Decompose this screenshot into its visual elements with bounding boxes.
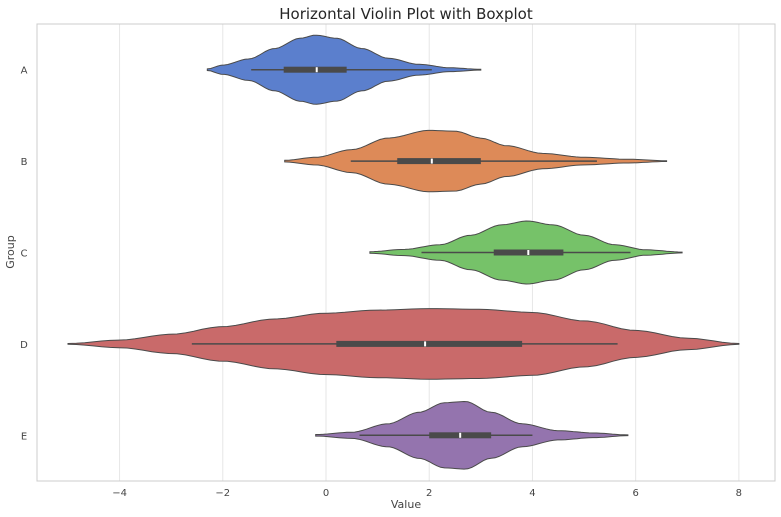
violins	[67, 34, 740, 470]
x-tick-label: −2	[215, 488, 230, 499]
y-axis-label: Group	[4, 235, 17, 269]
y-tick-label: B	[21, 157, 28, 168]
y-ticks: A B C D E	[20, 66, 28, 443]
x-axis-label: Value	[391, 498, 421, 511]
x-tick-label: 2	[426, 488, 432, 499]
median-A	[315, 67, 318, 73]
x-tick-label: 6	[632, 488, 638, 499]
iqr-box-D	[336, 340, 523, 347]
x-tick-label: 4	[529, 488, 535, 499]
median-C	[527, 250, 530, 255]
x-tick-label: 8	[736, 488, 742, 499]
median-B	[430, 158, 433, 164]
y-tick-label: E	[21, 431, 27, 442]
y-tick-label: D	[20, 340, 28, 351]
y-tick-label: A	[21, 66, 28, 77]
x-tick-label: 0	[323, 488, 329, 499]
plot-frame	[36, 23, 776, 482]
median-E	[459, 432, 462, 438]
x-ticks: −4 −2 0 2 4 6 8	[112, 488, 742, 499]
iqr-box-A	[283, 66, 347, 73]
x-tick-label: −4	[112, 488, 127, 499]
y-tick-label: C	[21, 249, 28, 260]
iqr-box-B	[397, 158, 481, 165]
chart-title: Horizontal Violin Plot with Boxplot	[279, 5, 533, 23]
median-D	[424, 341, 427, 347]
